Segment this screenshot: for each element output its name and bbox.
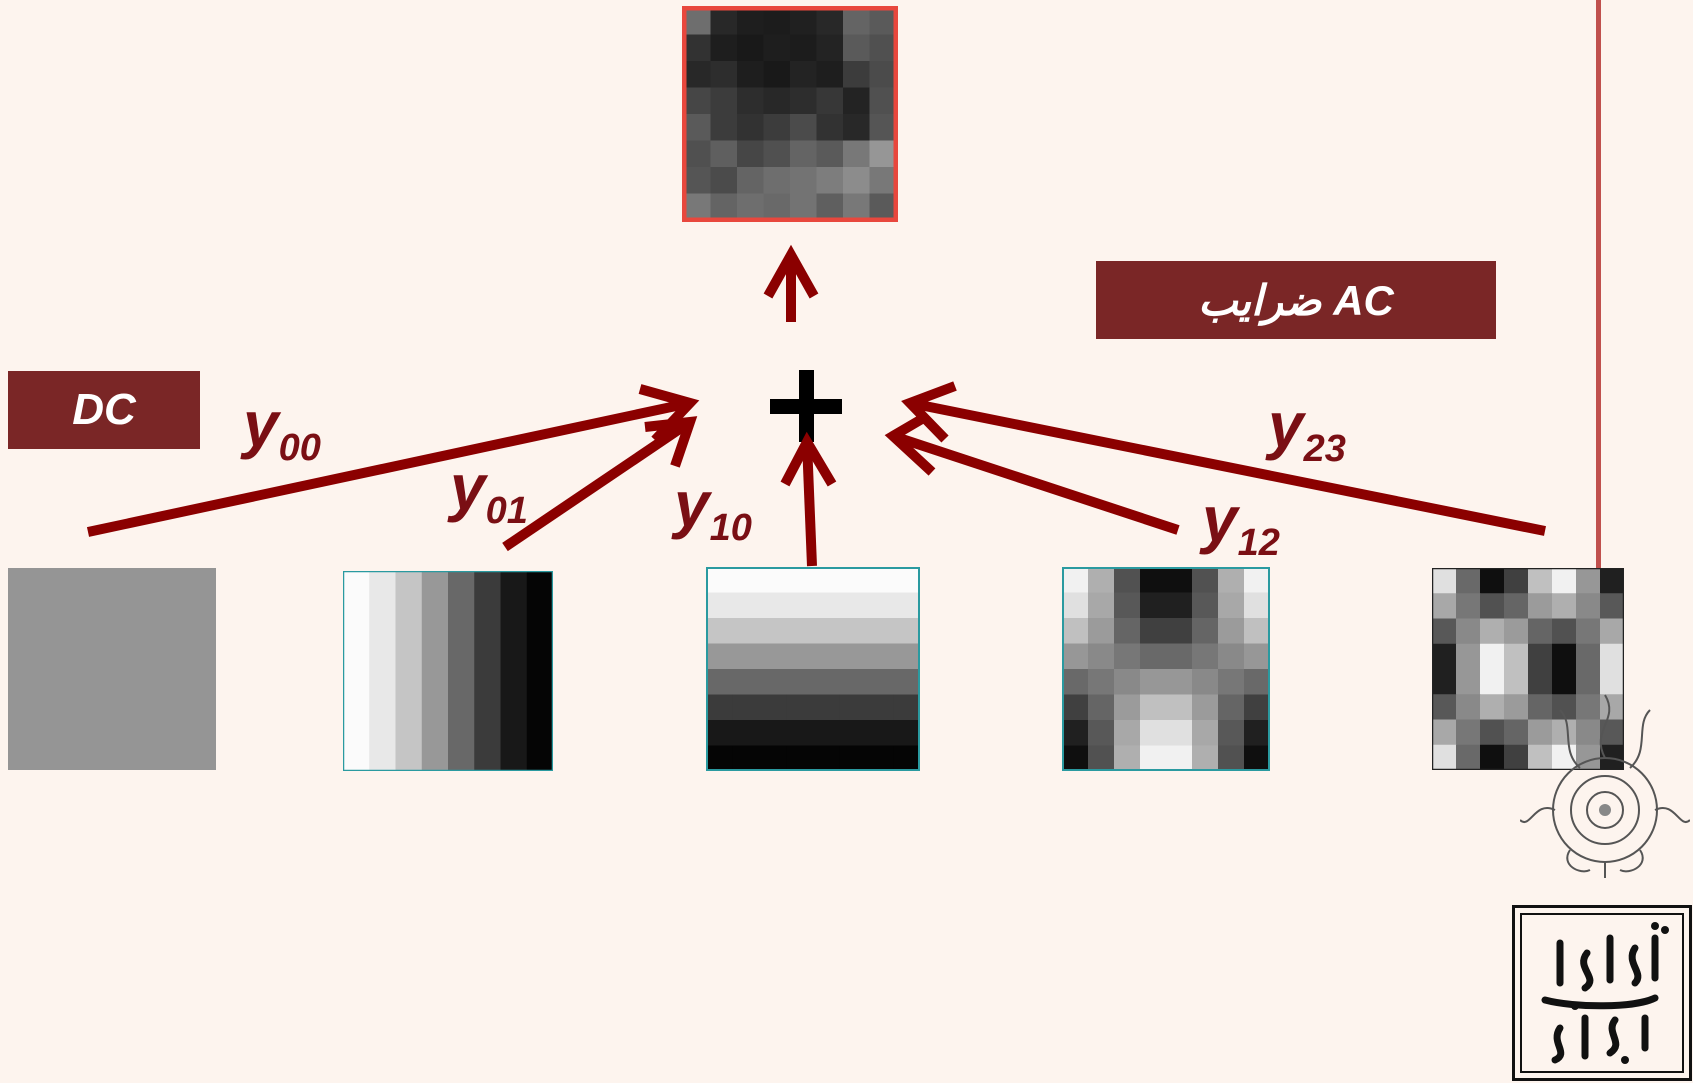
ac-coefficients-label: ضرایب AC (1096, 261, 1496, 339)
frame-line (1596, 0, 1601, 580)
coef-y12: y12 (1202, 483, 1280, 564)
coef-y01: y01 (450, 451, 528, 532)
arrow-y01 (502, 416, 698, 552)
plus-sign (770, 370, 842, 442)
dc-label: DC (8, 371, 200, 449)
coef-y00: y00 (243, 388, 321, 469)
basis-image-y01 (343, 571, 553, 771)
arrow-y12 (884, 411, 1180, 535)
basis-image-y00 (8, 568, 216, 770)
basis-image-y23 (1432, 568, 1624, 770)
coef-y10: y10 (674, 468, 752, 549)
basis-image-y10 (706, 567, 920, 771)
basis-image-y12 (1062, 567, 1270, 771)
arrow-y00 (86, 384, 700, 537)
university-logo-icon (1512, 905, 1692, 1081)
coef-y23: y23 (1268, 389, 1346, 470)
arrow-to-result (763, 244, 819, 322)
reconstructed-block-image (682, 6, 898, 222)
arrow-y10 (780, 431, 837, 567)
arrow-y23 (901, 381, 1546, 536)
floral-ornament-icon (1520, 694, 1690, 878)
